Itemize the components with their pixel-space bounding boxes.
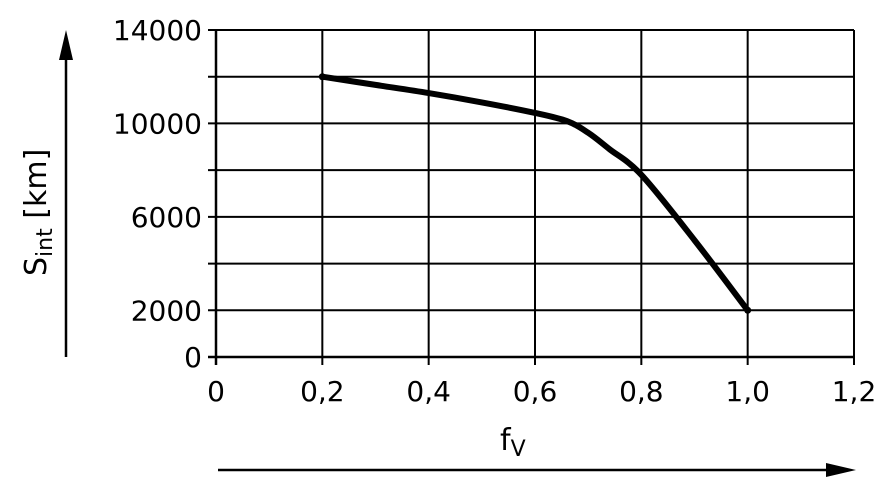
- y-tick-label-3: 10000: [113, 107, 202, 140]
- y-tick-label-0: 0: [184, 341, 202, 374]
- x-tick-label-5: 1,0: [725, 375, 770, 408]
- series-start-point: [318, 73, 326, 81]
- x-tick-label-2: 0,4: [406, 375, 451, 408]
- y-tick-label-4: 14000: [113, 14, 202, 47]
- x-tick-labels: 0 0,2 0,4 0,6 0,8 1,0 1,2: [207, 375, 876, 408]
- y-axis-label-main: S: [19, 257, 54, 276]
- series-end-point: [744, 306, 752, 314]
- series-group: [318, 73, 752, 314]
- y-axis-label: Sint [km]: [19, 149, 58, 276]
- axes: [208, 30, 854, 365]
- x-axis-arrow: [218, 463, 856, 477]
- x-tick-label-6: 1,2: [832, 375, 877, 408]
- y-tick-label-2: 6000: [131, 201, 202, 234]
- y-axis-arrow: [59, 30, 73, 357]
- series-line-0: [319, 73, 751, 314]
- x-tick-label-3: 0,6: [513, 375, 558, 408]
- x-axis-label: fV: [500, 423, 526, 462]
- x-axis-label-main: f: [500, 423, 512, 458]
- grid-lines: [208, 29, 855, 365]
- y-axis-label-unit: [km]: [19, 149, 54, 229]
- x-tick-label-1: 0,2: [300, 375, 345, 408]
- y-axis-label-sub: int: [33, 228, 58, 257]
- x-axis-label-sub: V: [511, 437, 526, 462]
- y-tick-label-1: 2000: [131, 294, 202, 327]
- x-tick-label-0: 0: [207, 375, 225, 408]
- x-tick-label-4: 0,8: [619, 375, 664, 408]
- y-tick-labels: 0 2000 6000 10000 14000: [113, 14, 202, 374]
